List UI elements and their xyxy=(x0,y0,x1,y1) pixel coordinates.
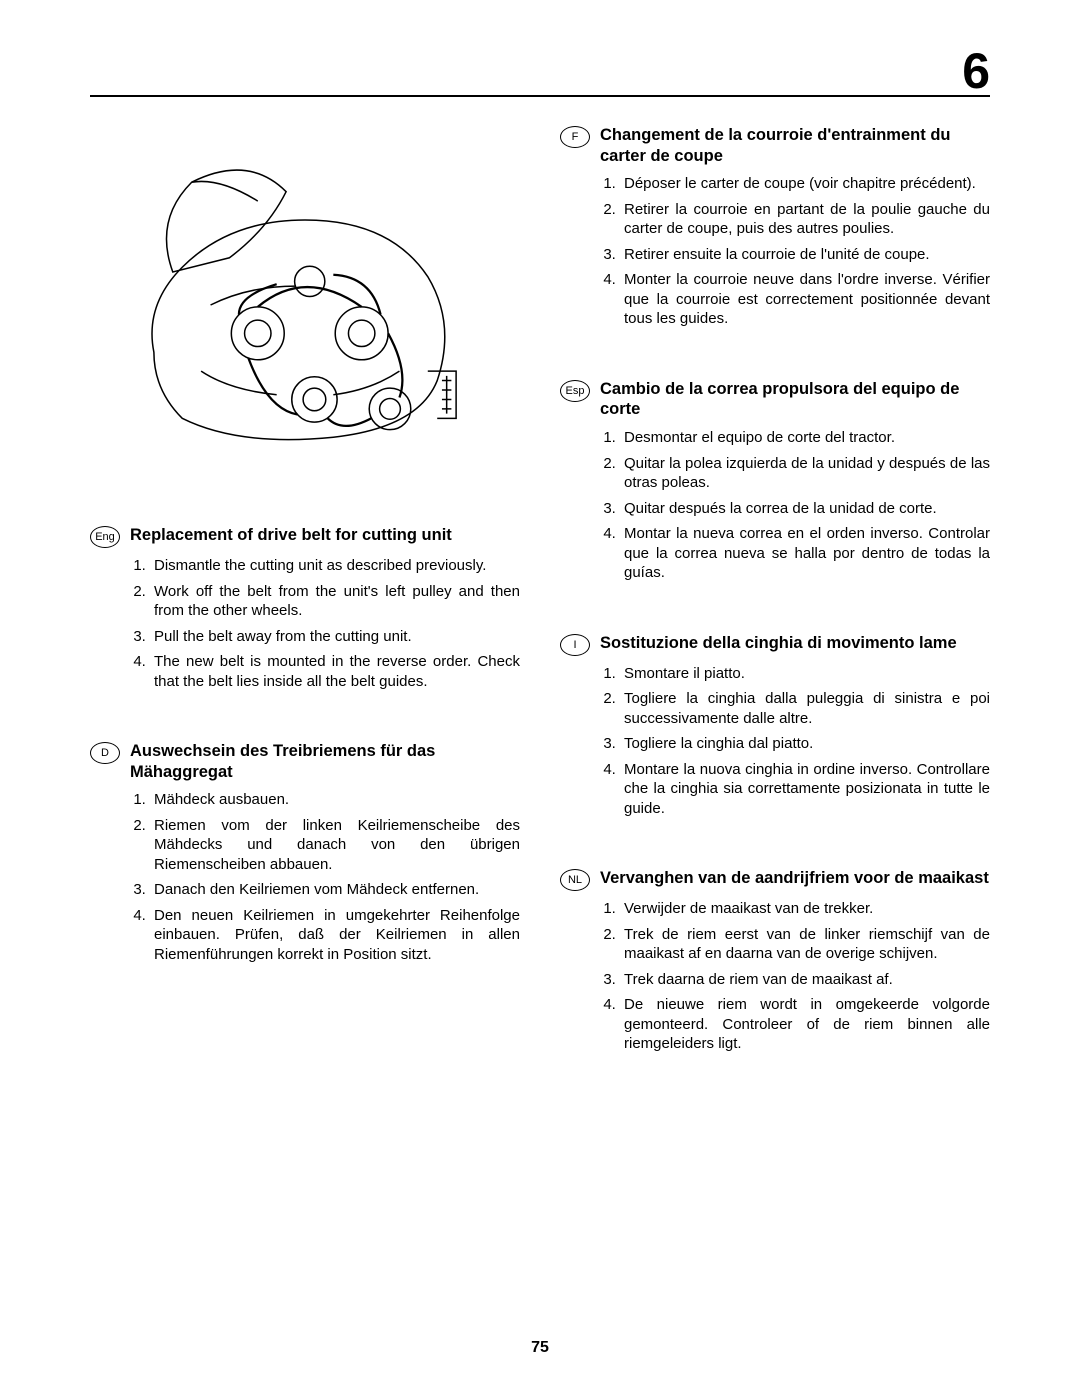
instruction-list: Déposer le carter de coupe (voir chapitr… xyxy=(560,174,990,329)
instruction-item: Monter la courroie neuve dans l'ordre in… xyxy=(620,270,990,329)
instruction-item: Den neuen Keilriemen in umgekehrter Reih… xyxy=(150,906,520,965)
instruction-item: The new belt is mounted in the reverse o… xyxy=(150,652,520,691)
instruction-item: Mähdeck ausbauen. xyxy=(150,790,520,810)
lang-badge-eng: Eng xyxy=(90,526,120,548)
section-d: D Auswechsein des Treibriemens für das M… xyxy=(90,741,520,964)
instruction-item: Montare la nuova cinghia in ordine inver… xyxy=(620,760,990,819)
instruction-item: Retirer ensuite la courroie de l'unité d… xyxy=(620,245,990,265)
section-title: Sostituzione della cinghia di movimento … xyxy=(600,633,957,654)
lang-badge-nl: NL xyxy=(560,869,590,891)
header-rule xyxy=(90,95,990,97)
content-area: Eng Replacement of drive belt for cuttin… xyxy=(90,125,990,1104)
instruction-item: Verwijder de maaikast van de trekker. xyxy=(620,899,990,919)
section-esp: Esp Cambio de la correa propulsora del e… xyxy=(560,379,990,583)
lang-badge-i: I xyxy=(560,634,590,656)
instruction-item: Dismantle the cutting unit as described … xyxy=(150,556,520,576)
instruction-item: Danach den Keilriemen vom Mähdeck entfer… xyxy=(150,880,520,900)
lang-badge-esp: Esp xyxy=(560,380,590,402)
instruction-item: De nieuwe riem wordt in omgekeerde volgo… xyxy=(620,995,990,1054)
section-title: Changement de la courroie d'entrainment … xyxy=(600,125,990,166)
section-header: D Auswechsein des Treibriemens für das M… xyxy=(90,741,520,782)
page-number-footer: 75 xyxy=(0,1339,1080,1357)
section-title: Cambio de la correa propulsora del equip… xyxy=(600,379,990,420)
section-header: NL Vervanghen van de aandrijfriem voor d… xyxy=(560,868,990,891)
instruction-item: Déposer le carter de coupe (voir chapitr… xyxy=(620,174,990,194)
section-f: F Changement de la courroie d'entrainmen… xyxy=(560,125,990,329)
instruction-item: Montar la nueva correa en el orden inver… xyxy=(620,524,990,583)
left-column: Eng Replacement of drive belt for cuttin… xyxy=(90,125,520,1104)
instruction-list: Mähdeck ausbauen. Riemen vom der linken … xyxy=(90,790,520,964)
section-header: Eng Replacement of drive belt for cuttin… xyxy=(90,525,520,548)
section-header: I Sostituzione della cinghia di moviment… xyxy=(560,633,990,656)
section-nl: NL Vervanghen van de aandrijfriem voor d… xyxy=(560,868,990,1054)
section-title: Replacement of drive belt for cutting un… xyxy=(130,525,452,546)
instruction-list: Dismantle the cutting unit as described … xyxy=(90,556,520,691)
instruction-item: Togliere la cinghia dalla puleggia di si… xyxy=(620,689,990,728)
instruction-item: Togliere la cinghia dal piatto. xyxy=(620,734,990,754)
instruction-item: Trek de riem eerst van de linker riemsch… xyxy=(620,925,990,964)
instruction-item: Riemen vom der linken Keilriemenscheibe … xyxy=(150,816,520,875)
section-title: Vervanghen van de aandrijfriem voor de m… xyxy=(600,868,989,889)
section-header: Esp Cambio de la correa propulsora del e… xyxy=(560,379,990,420)
instruction-item: Desmontar el equipo de corte del tractor… xyxy=(620,428,990,448)
cutting-unit-diagram xyxy=(90,125,520,485)
section-i: I Sostituzione della cinghia di moviment… xyxy=(560,633,990,819)
instruction-list: Desmontar el equipo de corte del tractor… xyxy=(560,428,990,583)
section-title: Auswechsein des Treibriemens für das Mäh… xyxy=(130,741,520,782)
chapter-number: 6 xyxy=(962,42,990,100)
instruction-item: Smontare il piatto. xyxy=(620,664,990,684)
instruction-item: Quitar después la correa de la unidad de… xyxy=(620,499,990,519)
instruction-item: Work off the belt from the unit's left p… xyxy=(150,582,520,621)
instruction-item: Trek daarna de riem van de maaikast af. xyxy=(620,970,990,990)
instruction-item: Quitar la polea izquierda de la unidad y… xyxy=(620,454,990,493)
instruction-item: Pull the belt away from the cutting unit… xyxy=(150,627,520,647)
lang-badge-f: F xyxy=(560,126,590,148)
lang-badge-d: D xyxy=(90,742,120,764)
instruction-item: Retirer la courroie en partant de la pou… xyxy=(620,200,990,239)
instruction-list: Verwijder de maaikast van de trekker. Tr… xyxy=(560,899,990,1054)
section-header: F Changement de la courroie d'entrainmen… xyxy=(560,125,990,166)
section-eng: Eng Replacement of drive belt for cuttin… xyxy=(90,525,520,691)
right-column: F Changement de la courroie d'entrainmen… xyxy=(560,125,990,1104)
instruction-list: Smontare il piatto. Togliere la cinghia … xyxy=(560,664,990,819)
